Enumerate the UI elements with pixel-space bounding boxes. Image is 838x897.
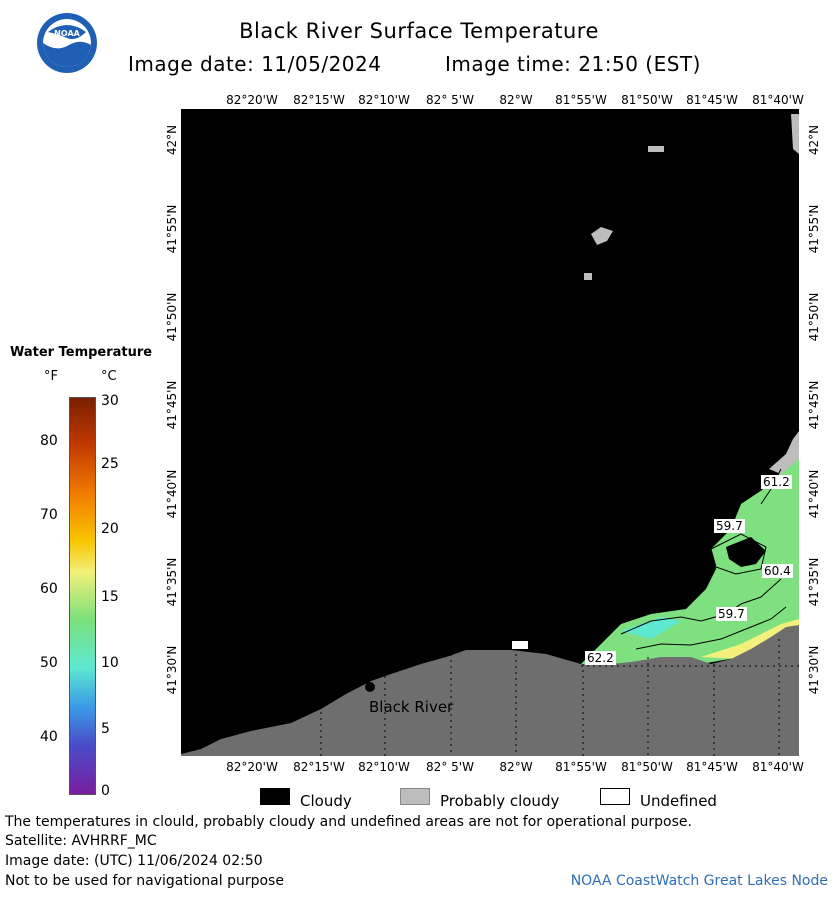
probably-cloudy-swatch xyxy=(400,788,430,805)
noaa-logo-icon: NOAA xyxy=(36,12,98,74)
cloudy-swatch xyxy=(260,788,290,805)
lon-tick-bottom: 82°W xyxy=(499,760,533,774)
undefined-area xyxy=(512,641,528,649)
lon-tick-top: 81°55'W xyxy=(555,93,607,107)
black-river-label: Black River xyxy=(369,698,454,716)
land-area xyxy=(181,625,799,756)
legend-f-label: 40 xyxy=(40,729,58,745)
satellite-text: Satellite: AVHRRF_MC xyxy=(5,833,157,849)
lon-tick-top: 82°W xyxy=(499,93,533,107)
legend-c-label: 15 xyxy=(101,589,119,605)
black-river-marker xyxy=(365,682,375,692)
lat-tick-left: 41°50'N xyxy=(165,292,179,342)
lat-tick-left: 42°N xyxy=(165,124,179,156)
undefined-label: Undefined xyxy=(640,792,717,810)
lat-tick-right: 41°40'N xyxy=(807,469,821,519)
lat-tick-right: 41°55'N xyxy=(807,204,821,254)
legend-unit-c: °C xyxy=(101,369,117,384)
legend-f-label: 60 xyxy=(40,581,58,597)
lat-tick-right: 41°45'N xyxy=(807,380,821,430)
probably-cloudy-patch xyxy=(591,227,613,245)
lon-tick-bottom: 81°50'W xyxy=(621,760,673,774)
navigation-warning: Not to be used for navigational purpose xyxy=(5,873,284,889)
lon-tick-top: 82°20'W xyxy=(226,93,278,107)
utc-date-text: Image date: (UTC) 11/06/2024 02:50 xyxy=(5,853,263,869)
probably-cloudy-label: Probably cloudy xyxy=(440,792,560,810)
lon-tick-top: 82°10'W xyxy=(358,93,410,107)
legend-c-label: 30 xyxy=(101,393,119,409)
legend-f-label: 70 xyxy=(40,507,58,523)
lon-tick-bottom: 82°10'W xyxy=(358,760,410,774)
contour-label: 59.7 xyxy=(714,519,745,533)
contour-label: 59.7 xyxy=(716,607,747,621)
legend-c-label: 20 xyxy=(101,521,119,537)
logo-text: NOAA xyxy=(54,29,80,38)
lon-tick-bottom: 82°20'W xyxy=(226,760,278,774)
legend-unit-f: °F xyxy=(44,369,58,384)
lon-tick-bottom: 82° 5'W xyxy=(426,760,474,774)
contour-label: 62.2 xyxy=(585,651,616,665)
undefined-swatch xyxy=(600,788,630,805)
legend-f-label: 80 xyxy=(40,433,58,449)
lat-tick-left: 41°55'N xyxy=(165,204,179,254)
noaa-node-credit: NOAA CoastWatch Great Lakes Node xyxy=(570,873,828,889)
lat-tick-right: 41°35'N xyxy=(807,557,821,607)
probably-cloudy-patch xyxy=(584,273,592,280)
lon-tick-bottom: 81°55'W xyxy=(555,760,607,774)
water-region-yellow xyxy=(701,619,799,659)
legend-c-label: 5 xyxy=(101,721,110,737)
water-region-cyan xyxy=(621,617,681,639)
legend-c-label: 25 xyxy=(101,456,119,472)
contour-label: 61.2 xyxy=(761,475,792,489)
probably-cloudy-patch xyxy=(769,431,799,474)
lon-tick-top: 81°45'W xyxy=(686,93,738,107)
image-time-label: Image time: 21:50 (EST) xyxy=(445,52,701,76)
temperature-map xyxy=(181,109,799,756)
disclaimer-text: The temperatures in clould, probably clo… xyxy=(5,814,692,830)
cloudy-label: Cloudy xyxy=(300,792,352,810)
legend-title: Water Temperature xyxy=(10,345,153,360)
lat-tick-left: 41°35'N xyxy=(165,557,179,607)
lat-tick-right: 42°N xyxy=(807,124,821,156)
lon-tick-bottom: 82°15'W xyxy=(293,760,345,774)
legend-color-bar xyxy=(69,397,96,795)
lon-tick-top: 82° 5'W xyxy=(426,93,474,107)
lon-tick-bottom: 81°45'W xyxy=(686,760,738,774)
lon-tick-bottom: 81°40'W xyxy=(752,760,804,774)
lat-tick-right: 41°30'N xyxy=(807,645,821,695)
lat-tick-left: 41°30'N xyxy=(165,645,179,695)
lat-tick-right: 41°50'N xyxy=(807,292,821,342)
page-title: Black River Surface Temperature xyxy=(239,19,599,43)
lat-tick-left: 41°45'N xyxy=(165,380,179,430)
legend-c-label: 10 xyxy=(101,655,119,671)
contour-label: 60.4 xyxy=(762,564,793,578)
probably-cloudy-patch xyxy=(791,114,799,154)
cloud-patch xyxy=(726,537,766,567)
probably-cloudy-patch xyxy=(648,146,664,152)
lon-tick-top: 81°50'W xyxy=(621,93,673,107)
lon-tick-top: 81°40'W xyxy=(752,93,804,107)
legend-c-label: 0 xyxy=(101,783,110,799)
lat-tick-left: 41°40'N xyxy=(165,469,179,519)
lon-tick-top: 82°15'W xyxy=(293,93,345,107)
legend-f-label: 50 xyxy=(40,655,58,671)
image-date-label: Image date: 11/05/2024 xyxy=(128,52,382,76)
